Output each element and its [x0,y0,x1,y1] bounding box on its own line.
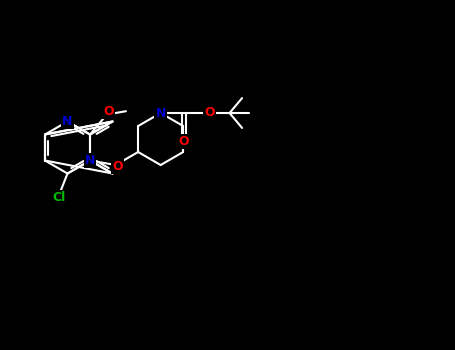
Text: N: N [156,106,166,119]
Text: O: O [204,105,215,119]
Text: O: O [112,160,123,173]
Text: O: O [179,135,189,148]
Text: N: N [62,115,73,128]
Text: N: N [85,154,95,167]
Text: O: O [103,105,114,118]
Text: Cl: Cl [52,191,65,204]
